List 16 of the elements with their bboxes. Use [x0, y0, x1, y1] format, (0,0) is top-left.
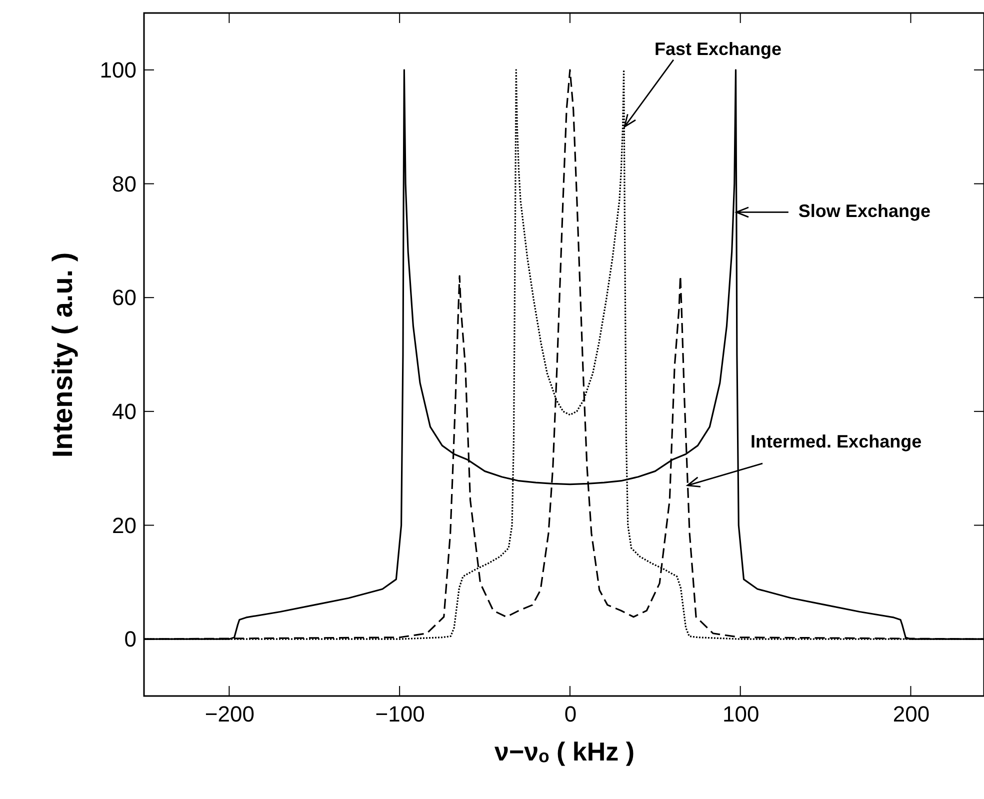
y-tick-label: 20	[112, 512, 136, 538]
y-tick-label: 40	[112, 398, 136, 424]
x-axis-title: ν−νₒ ( kHz )	[494, 736, 634, 766]
annotation: Slow Exchange	[798, 201, 930, 222]
y-tick-label: 60	[112, 285, 136, 310]
x-tick-label: −200	[204, 702, 254, 726]
annotation: Intermed. Exchange	[750, 431, 922, 452]
y-axis-title: Intensity ( a.u. )	[46, 252, 78, 458]
y-tick-label: 80	[112, 171, 136, 196]
x-tick-label: 0	[564, 702, 577, 726]
x-tick-label: 200	[892, 702, 930, 726]
x-tick-label: −100	[375, 702, 425, 726]
x-tick-label: 100	[722, 702, 760, 726]
y-tick-label: 0	[124, 626, 136, 652]
y-tick-label: 100	[100, 57, 136, 82]
annotation: Fast Exchange	[654, 38, 782, 59]
